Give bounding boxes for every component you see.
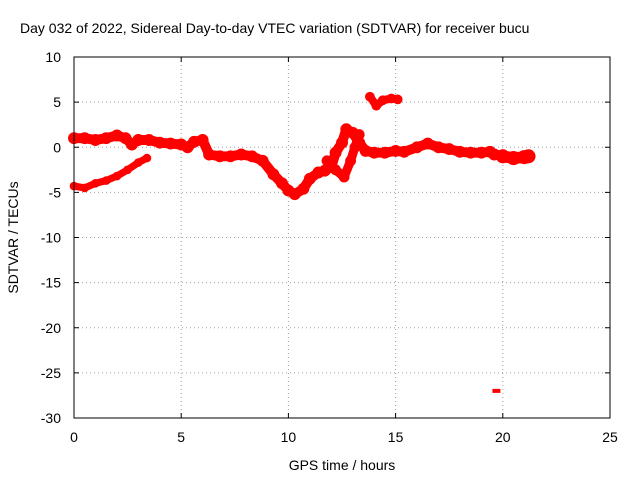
data-point: [100, 132, 113, 145]
y-axis-label: SDTVAR / TECUs: [5, 181, 21, 293]
data-point: [453, 145, 466, 158]
data-point: [133, 158, 143, 167]
data-point: [101, 176, 111, 185]
data-point: [89, 134, 102, 146]
data-layer: [68, 91, 536, 393]
data-point: [303, 172, 316, 185]
data-point: [377, 95, 388, 106]
data-point: [196, 134, 209, 146]
y-tick-label: -30: [41, 410, 61, 426]
data-point: [421, 137, 434, 150]
data-point: [235, 148, 248, 161]
x-tick-label: 0: [70, 429, 78, 445]
data-point: [91, 178, 100, 188]
data-point: [432, 141, 445, 154]
data-point: [368, 146, 381, 159]
data-point: [256, 154, 269, 167]
axis-ticks: 0 5 10 15 20 25 -30 -25 -20 -15 -10 -5 0 5 10: [41, 49, 618, 445]
x-tick-label: 20: [495, 429, 511, 445]
data-point: [378, 146, 391, 159]
data-point: [297, 182, 310, 195]
data-point: [267, 168, 280, 181]
data-point: [132, 134, 145, 146]
data-point: [398, 145, 411, 158]
data-point: [338, 171, 350, 183]
data-point: [464, 146, 477, 159]
data-point: [80, 183, 90, 193]
y-tick-label: 5: [53, 94, 61, 110]
data-point: [288, 188, 301, 201]
data-point: [78, 132, 91, 145]
data-point: [224, 150, 237, 163]
data-point: [506, 151, 521, 166]
x-tick-label: 25: [602, 429, 618, 445]
y-tick-label: -20: [41, 320, 61, 336]
data-point: [213, 150, 226, 163]
y-tick-label: 10: [45, 49, 61, 65]
data-point: [495, 149, 510, 164]
x-axis-label: GPS time / hours: [289, 457, 396, 473]
data-point: [336, 136, 348, 149]
data-point: [521, 149, 536, 164]
isolated-data-point: [492, 388, 501, 393]
data-point: [112, 171, 122, 181]
x-tick-label: 15: [388, 429, 404, 445]
data-point: [142, 153, 152, 163]
data-point: [392, 94, 403, 105]
data-point: [321, 155, 333, 167]
y-tick-label: -15: [41, 275, 61, 291]
data-point: [349, 141, 361, 153]
data-point: [153, 136, 166, 149]
y-tick-label: -5: [49, 184, 62, 200]
y-tick-label: -25: [41, 365, 61, 381]
data-point: [353, 129, 365, 141]
data-point: [365, 91, 375, 102]
data-point: [164, 137, 177, 150]
data-point: [123, 165, 132, 175]
chart-title: Day 032 of 2022, Sidereal Day-to-day VTE…: [20, 20, 529, 36]
data-point: [389, 144, 402, 157]
data-point: [143, 134, 155, 146]
data-point: [330, 164, 342, 176]
data-point: [329, 146, 342, 159]
x-tick-label: 5: [177, 429, 185, 445]
data-point: [203, 148, 216, 161]
data-point: [246, 150, 258, 163]
x-tick-label: 10: [281, 429, 297, 445]
data-point: [345, 155, 357, 167]
data-point: [411, 141, 423, 154]
data-point: [443, 143, 456, 156]
y-tick-label: -10: [41, 230, 61, 246]
y-tick-label: 0: [53, 139, 61, 155]
data-point: [371, 100, 382, 111]
